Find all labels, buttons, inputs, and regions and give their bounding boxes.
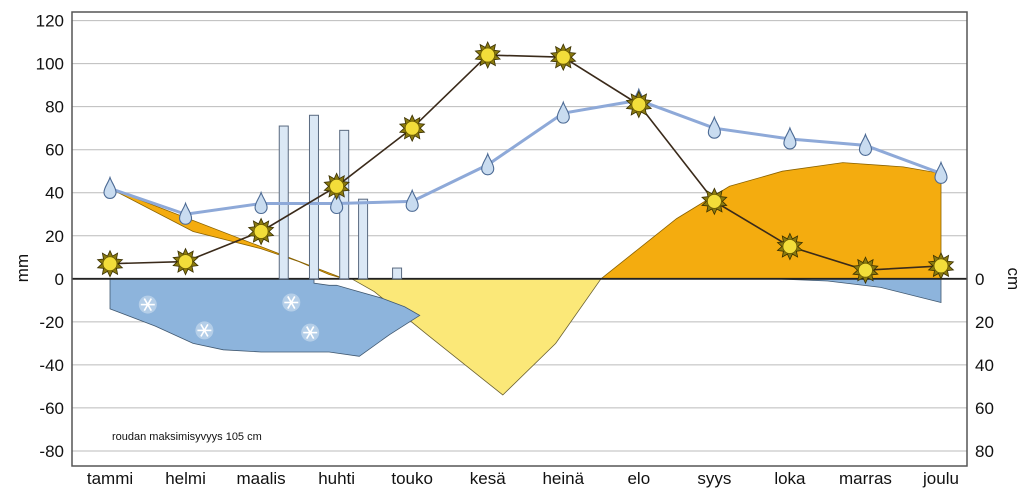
annotation-max-frost-depth: roudan maksimisyvyys 105 cm [112,431,262,443]
left-axis-tick-label: 60 [45,141,64,160]
snowflake-arm [200,323,209,337]
raindrop-marker [405,188,419,212]
snowflake-arm [306,326,315,340]
raindrop-marker [707,115,721,139]
left-axis-tick-label: 80 [45,98,64,117]
snow-depth-bar [392,267,403,280]
x-axis-category-label: kesä [470,469,506,488]
snowflake-icon [301,323,320,342]
raindrop-marker [934,160,948,184]
x-axis-category-label: huhti [318,469,355,488]
evaporation-deficit-area [350,278,602,396]
axes: 120 100 80 60 40 20 0 -20 -40 -60 -80 0 20 40 60 80 tamm… [13,12,1020,488]
sun-marker-core [404,120,420,136]
sun-marker-core [631,97,647,112]
frost-depth-area [774,278,942,304]
raindrop-marker [178,201,193,225]
right-axis-label: cm [1004,267,1020,290]
sun-marker-core [706,193,722,209]
left-axis-tick-label: 40 [45,184,64,203]
right-axis-tick-label: 20 [975,313,994,332]
sun-marker-core [933,258,949,274]
left-axis-label: mm [13,254,32,282]
left-axis-tick-label: -20 [39,313,64,332]
bars [278,114,403,280]
x-axis-category-label: heinä [542,469,584,488]
raindrop-marker [254,190,268,215]
x-axis-category-label: syys [697,469,731,488]
precip-surplus-area [599,162,942,280]
raindrop-marker [783,126,797,150]
sun-marker-core [858,262,873,278]
chart-areas [72,162,967,396]
snow-depth-bar [358,198,369,280]
plot-frame [71,11,968,467]
x-axis-category-label: touko [391,469,433,488]
frost-depth-area [109,278,421,357]
snowflake-arm [287,296,296,309]
right-axis-tick-label: 0 [975,270,984,289]
left-axis-tick-label: -60 [39,399,64,418]
right-axis-tick-label: 60 [975,399,994,418]
series-markers [96,41,955,285]
sun-marker-core [555,49,571,65]
sun-marker-core [329,178,345,194]
left-axis-tick-label: 120 [36,12,64,31]
sun-marker-core [782,239,798,254]
x-axis-category-label: marras [839,469,892,488]
raindrop-marker [481,152,495,176]
x-axis-category-label: joulu [922,469,959,488]
right-axis-tick-label: 40 [975,356,994,375]
left-axis-tick-label: 20 [45,227,64,246]
sun-marker-core [102,256,118,272]
x-axis-category-label: maalis [237,469,286,488]
snowflake-icon [282,293,301,312]
left-axis-tick-label: 0 [55,270,64,289]
raindrop-marker [858,132,873,156]
x-axis-category-label: elo [627,469,650,488]
sun-marker-core [253,224,269,239]
raindrop-marker [556,100,570,124]
raindrop-marker [103,175,117,199]
x-axis-category-label: loka [774,469,806,488]
x-axis-category-label: tammi [87,469,133,488]
precipitation-line [109,98,942,216]
right-axis-tick-label: 80 [975,442,994,461]
snowflake-icon [195,321,214,340]
raindrop-marker [330,190,344,215]
snowflakes [138,293,320,342]
left-axis-tick-label: -40 [39,356,64,375]
left-axis-tick-label: -80 [39,442,64,461]
snowflake-icon [138,295,157,314]
sun-marker-core [480,47,496,63]
x-axis-category-label: helmi [165,469,206,488]
left-axis-tick-label: 100 [36,55,64,74]
snowflake-arm [143,298,152,312]
sun-marker-core [178,254,193,269]
